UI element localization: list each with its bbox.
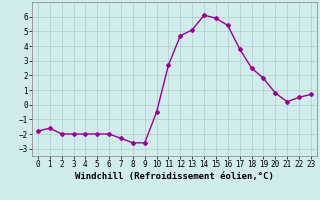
X-axis label: Windchill (Refroidissement éolien,°C): Windchill (Refroidissement éolien,°C)	[75, 172, 274, 181]
